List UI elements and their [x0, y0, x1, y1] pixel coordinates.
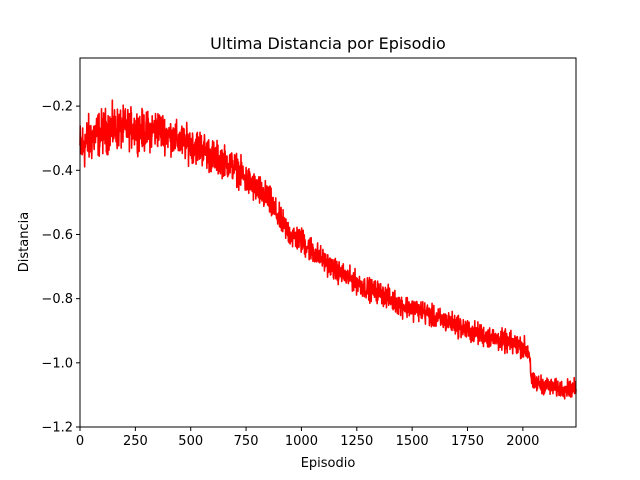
series-line-0	[79, 99, 577, 400]
x-tick-label: 250	[123, 434, 148, 449]
y-tick-label: −0.2	[41, 100, 73, 115]
y-tick-label: −0.8	[41, 292, 73, 307]
y-tick-label: −1.2	[41, 421, 73, 436]
x-tick-label: 2000	[506, 434, 539, 449]
x-tick-label: 1000	[285, 434, 318, 449]
x-tick-label: 1250	[340, 434, 373, 449]
x-axis: 0 250 500 750 1000 1250 1500 1750 2000	[76, 427, 539, 449]
chart-title: Ultima Distancia por Episodio	[210, 34, 446, 53]
x-tick-label: 1750	[451, 434, 484, 449]
y-axis-label: Distancia	[17, 212, 32, 272]
x-tick-label: 0	[76, 434, 84, 449]
x-tick-label: 500	[178, 434, 203, 449]
plot-frame	[79, 57, 577, 428]
series-layer	[79, 99, 577, 400]
y-tick-label: −0.4	[41, 164, 73, 179]
x-tick-label: 1500	[396, 434, 429, 449]
y-tick-label: −1.0	[41, 356, 73, 371]
x-tick-label: 750	[234, 434, 259, 449]
y-tick-label: −0.6	[41, 228, 73, 243]
y-axis: −1.2 −1.0 −0.8 −0.6 −0.4 −0.2	[41, 100, 80, 436]
x-axis-label: Episodio	[301, 456, 356, 471]
